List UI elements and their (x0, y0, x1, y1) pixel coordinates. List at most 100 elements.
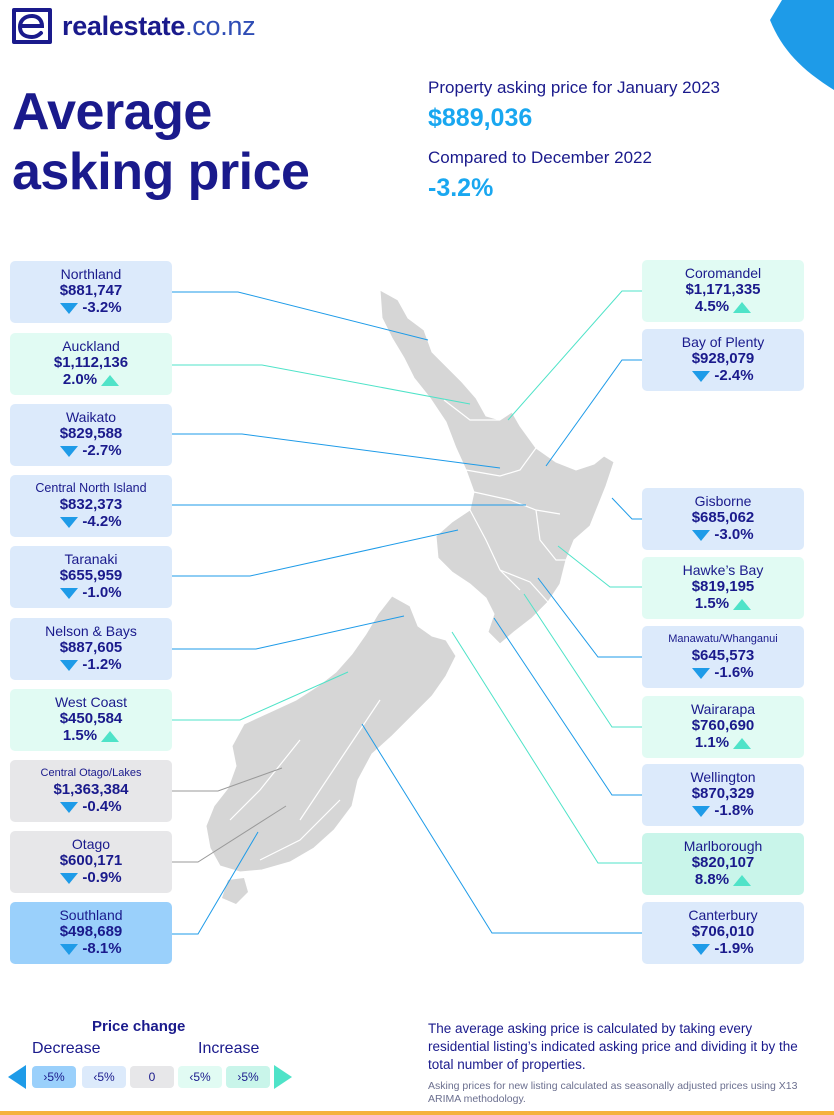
region-name: Wellington (690, 769, 756, 785)
region-change: 2.0% (62, 371, 98, 388)
legend-increase-label: Increase (198, 1040, 260, 1057)
region-price: $760,690 (691, 717, 755, 734)
region-price: $1,363,384 (53, 781, 129, 798)
region-name: Auckland (62, 338, 120, 354)
region-name: Hawke’s Bay (682, 562, 764, 578)
summary-label-compare: Compared to December 2022 (428, 148, 652, 167)
national-summary: Property asking price for January 2023 $… (428, 78, 720, 218)
region-name: Central Otago/Lakes (40, 767, 142, 779)
region-price: $887,605 (59, 639, 123, 656)
region-card-taranaki: Taranaki $655,959 -1.0% (10, 546, 172, 608)
region-change: -2.4% (714, 367, 754, 384)
summary-price: $889,036 (428, 104, 533, 132)
region-card-northland: Northland $881,747 -3.2% (10, 261, 172, 323)
legend-swatch-zero: 0 (130, 1066, 174, 1088)
down-arrow-icon (692, 667, 711, 679)
right-arrow-icon (274, 1065, 292, 1089)
corner-decoration (770, 0, 834, 90)
region-change: -4.2% (82, 513, 122, 530)
region-name: Bay of Plenty (681, 334, 765, 350)
up-arrow-icon (733, 301, 752, 313)
region-price: $655,959 (59, 567, 123, 584)
price-change-legend: Price change Decrease Increase ›5% ‹5% 0… (8, 1014, 298, 1094)
region-card-west-coast: West Coast $450,584 1.5% (10, 689, 172, 751)
region-change: -3.0% (714, 526, 754, 543)
up-arrow-icon (733, 598, 752, 610)
region-price: $832,373 (59, 496, 123, 513)
region-price: $829,588 (59, 425, 123, 442)
region-card-auckland: Auckland $1,112,136 2.0% (10, 333, 172, 395)
region-change: -3.2% (82, 299, 122, 316)
region-change: -2.7% (82, 442, 122, 459)
region-card-canterbury: Canterbury $706,010 -1.9% (642, 902, 804, 964)
page-title: Average asking price (12, 83, 310, 201)
legend-decrease-label: Decrease (32, 1040, 101, 1057)
down-arrow-icon (60, 659, 79, 671)
down-arrow-icon (60, 801, 79, 813)
region-change: 4.5% (694, 298, 730, 315)
region-price: $1,171,335 (685, 281, 761, 298)
down-arrow-icon (60, 516, 79, 528)
region-name: Coromandel (684, 265, 762, 281)
region-name: Marlborough (683, 838, 763, 854)
legend-swatch-increase: ‹5% (178, 1066, 222, 1088)
realestate-logo-icon (10, 4, 54, 48)
region-change: 1.1% (694, 734, 730, 751)
region-change: -1.0% (82, 584, 122, 601)
north-island-shape (379, 289, 615, 645)
bottom-accent-bar (0, 1111, 834, 1115)
region-card-central-north-island: Central North Island $832,373 -4.2% (10, 475, 172, 537)
up-arrow-icon (101, 730, 120, 742)
region-name: Waikato (65, 409, 117, 425)
region-change: -1.8% (714, 802, 754, 819)
region-change: 8.8% (694, 871, 730, 888)
region-change: -8.1% (82, 940, 122, 957)
region-price: $450,584 (59, 710, 123, 727)
south-island-shape (205, 595, 457, 873)
region-price: $498,689 (59, 923, 123, 940)
region-card-marlborough: Marlborough $820,107 8.8% (642, 833, 804, 895)
brand-logo[interactable]: realestate.co.nz (10, 4, 256, 48)
region-change: -1.9% (714, 940, 754, 957)
region-price: $881,747 (59, 282, 123, 299)
region-name: Central North Island (35, 481, 147, 495)
legend-swatch-big-increase: ›5% (226, 1066, 270, 1088)
region-price: $819,195 (691, 578, 755, 595)
region-price: $645,573 (691, 647, 755, 664)
up-arrow-icon (733, 737, 752, 749)
region-name: Canterbury (688, 907, 758, 923)
region-card-hawkes-bay: Hawke’s Bay $819,195 1.5% (642, 557, 804, 619)
down-arrow-icon (60, 943, 79, 955)
region-change: 1.5% (62, 727, 98, 744)
region-price: $706,010 (691, 923, 755, 940)
up-arrow-icon (101, 374, 120, 386)
region-card-gisborne: Gisborne $685,062 -3.0% (642, 488, 804, 550)
region-name: Manawatu/Whanganui (668, 633, 778, 645)
down-arrow-icon (692, 943, 711, 955)
region-card-nelson-bays: Nelson & Bays $887,605 -1.2% (10, 618, 172, 680)
region-change: 1.5% (694, 595, 730, 612)
region-change: -1.2% (82, 656, 122, 673)
region-price: $820,107 (691, 854, 755, 871)
region-card-wairarapa: Wairarapa $760,690 1.1% (642, 696, 804, 758)
region-name: Gisborne (694, 493, 752, 509)
region-change: -1.6% (714, 664, 754, 681)
region-card-manawatu-whanganui: Manawatu/Whanganui $645,573 -1.6% (642, 626, 804, 688)
legend-swatch-decrease: ‹5% (82, 1066, 126, 1088)
region-price: $600,171 (59, 852, 123, 869)
down-arrow-icon (692, 370, 711, 382)
region-name: Otago (71, 836, 111, 852)
down-arrow-icon (692, 805, 711, 817)
region-name: Wairarapa (690, 701, 756, 717)
region-name: Northland (60, 266, 122, 282)
left-arrow-icon (8, 1065, 26, 1089)
region-card-southland: Southland $498,689 -8.1% (10, 902, 172, 964)
stewart-island-shape (222, 878, 248, 904)
region-price: $928,079 (691, 350, 755, 367)
region-card-central-otago-lakes: Central Otago/Lakes $1,363,384 -0.4% (10, 760, 172, 822)
down-arrow-icon (60, 587, 79, 599)
summary-change: -3.2% (428, 174, 494, 202)
up-arrow-icon (733, 874, 752, 886)
down-arrow-icon (60, 872, 79, 884)
region-price: $1,112,136 (53, 354, 129, 371)
